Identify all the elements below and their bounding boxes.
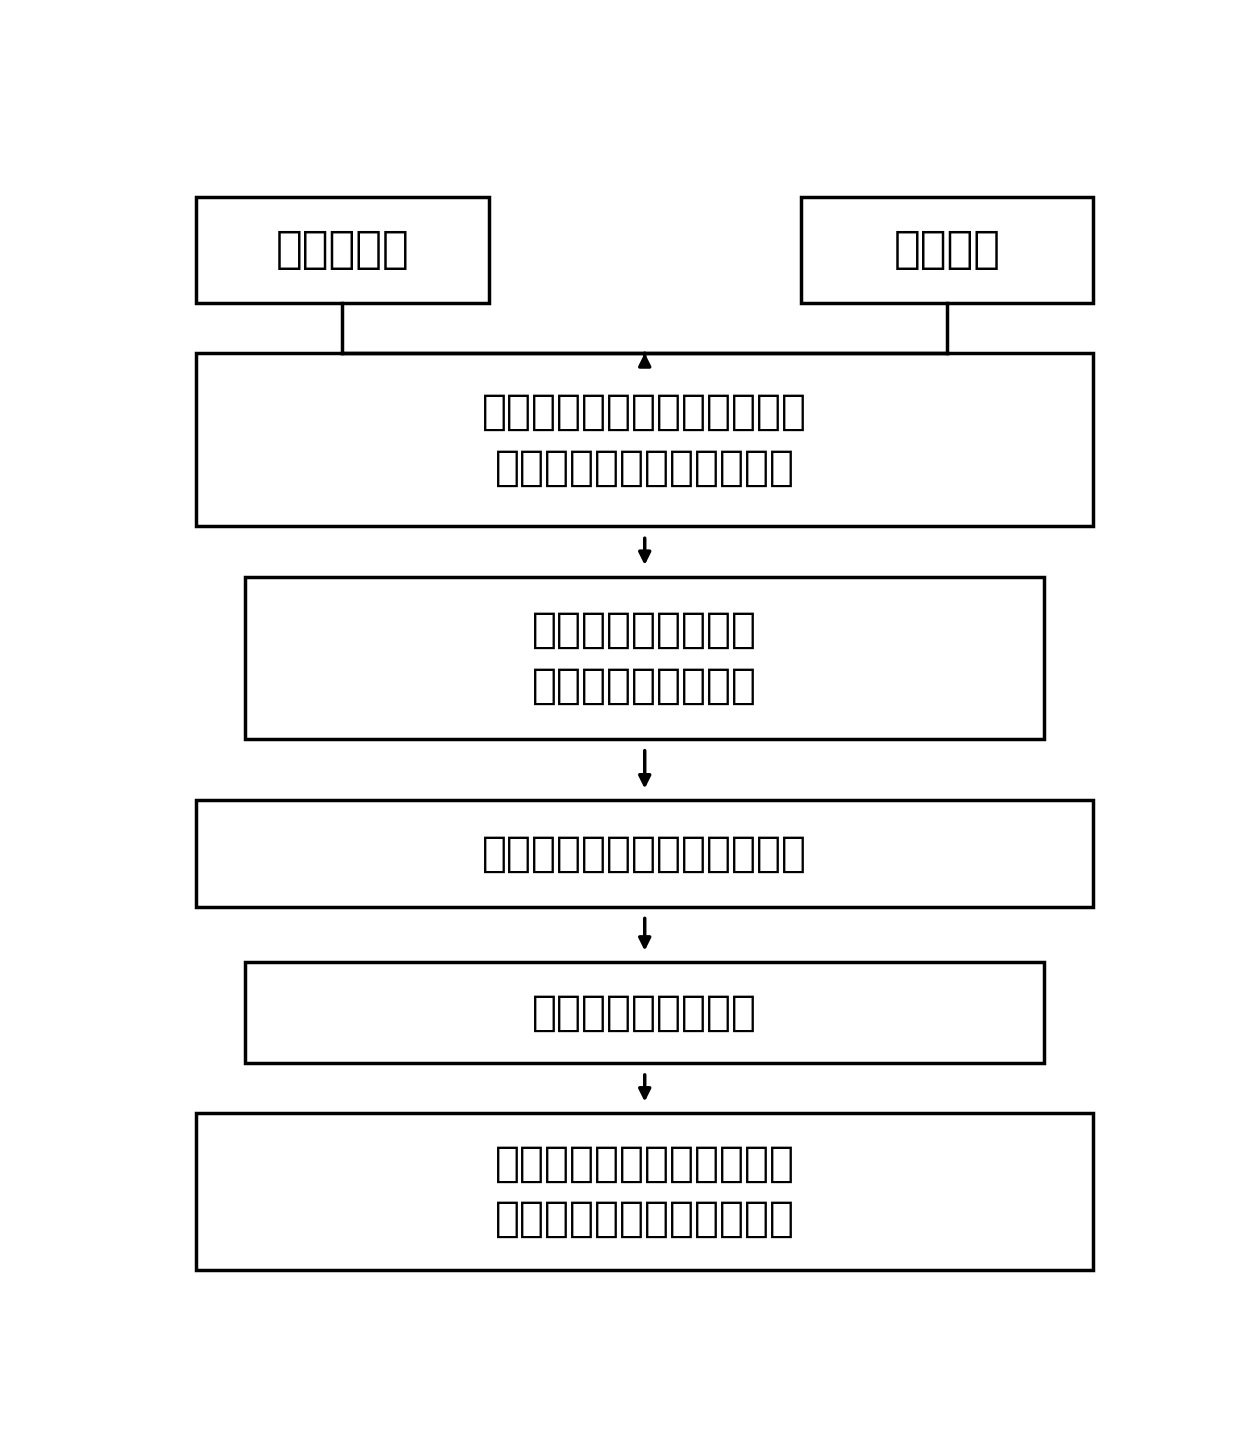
Text: 预压紧，检测管壁变
形情况及预紧力大小: 预压紧，检测管壁变 形情况及预紧力大小 <box>532 610 757 706</box>
Text: 约束外壳: 约束外壳 <box>893 228 1000 272</box>
FancyBboxPatch shape <box>801 196 1093 303</box>
Text: 一次性整体原位获得高质量
的金属薄壁管阵列多孔材料: 一次性整体原位获得高质量 的金属薄壁管阵列多孔材料 <box>494 1143 795 1240</box>
FancyBboxPatch shape <box>245 963 1044 1063</box>
FancyBboxPatch shape <box>196 353 1093 527</box>
FancyBboxPatch shape <box>196 800 1093 906</box>
Text: 随炉冷却至室温取出: 随炉冷却至室温取出 <box>532 992 757 1034</box>
FancyBboxPatch shape <box>196 196 488 303</box>
FancyBboxPatch shape <box>196 1114 1093 1270</box>
Text: 放入真空烧结炉内加热、保温: 放入真空烧结炉内加热、保温 <box>482 832 808 874</box>
FancyBboxPatch shape <box>245 576 1044 739</box>
Text: 金属薄壁管: 金属薄壁管 <box>276 228 409 272</box>
Text: 按照一定排布规律将金属薄壁
管与约束外壳相互填充复合: 按照一定排布规律将金属薄壁 管与约束外壳相互填充复合 <box>482 391 808 488</box>
